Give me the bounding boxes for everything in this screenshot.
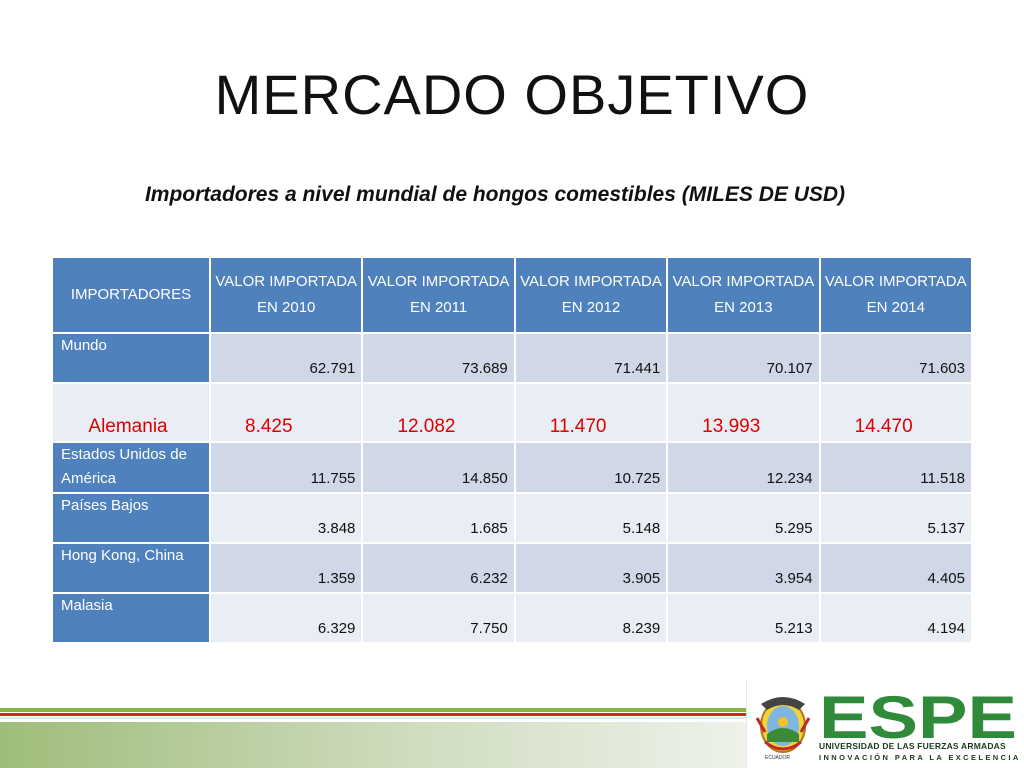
table-cell: 11.470 — [515, 384, 667, 441]
table-cell: 10.725 — [515, 443, 667, 492]
table-cell: 71.441 — [515, 334, 667, 382]
row-label: Hong Kong, China — [53, 544, 209, 592]
table-row-mundo: Mundo 62.791 73.689 71.441 70.107 71.603 — [53, 334, 971, 382]
table-cell: 14.470 — [820, 384, 971, 441]
slide-title: MERCADO OBJETIVO — [214, 63, 810, 126]
slide-subtitle: Importadores a nivel mundial de hongos c… — [144, 183, 846, 206]
red-stripe — [0, 713, 746, 716]
table-cell: 4.405 — [820, 544, 971, 592]
table-cell: 14.850 — [363, 443, 514, 492]
table-cell: 11.755 — [211, 443, 362, 492]
table-cell: 70.107 — [668, 334, 819, 382]
table-header-row: IMPORTADORES VALOR IMPORTADA EN 2010 VAL… — [53, 258, 971, 332]
table-cell: 71.603 — [820, 334, 971, 382]
table-cell: 3.905 — [515, 544, 667, 592]
table-cell: 1.359 — [211, 544, 362, 592]
grey-stripe — [0, 717, 746, 719]
importers-table: IMPORTADORES VALOR IMPORTADA EN 2010 VAL… — [51, 256, 973, 644]
table-cell: 1.685 — [363, 494, 514, 542]
table-cell: 12.082 — [363, 384, 514, 441]
table-cell: 5.213 — [668, 594, 819, 642]
row-label: Malasia — [53, 594, 209, 642]
university-name: UNIVERSIDAD DE LAS FUERZAS ARMADAS — [819, 741, 1006, 751]
table-cell: 11.518 — [820, 443, 971, 492]
header-2014: VALOR IMPORTADA EN 2014 — [820, 258, 971, 332]
table-cell: 62.791 — [211, 334, 362, 382]
table-cell: 5.295 — [668, 494, 819, 542]
espe-wordmark: ESPE — [819, 692, 1017, 742]
table-cell: 73.689 — [363, 334, 514, 382]
row-label: Alemania — [53, 384, 209, 441]
header-2011: VALOR IMPORTADA EN 2011 — [363, 258, 514, 332]
table-row-paises-bajos: Países Bajos 3.848 1.685 5.148 5.295 5.1… — [53, 494, 971, 542]
green-stripe — [0, 708, 746, 712]
table-cell: 3.954 — [668, 544, 819, 592]
table-cell: 12.234 — [668, 443, 819, 492]
crest-caption: ECUADOR — [765, 755, 791, 761]
footer-band — [0, 708, 746, 768]
table-cell: 8.425 — [211, 384, 362, 441]
espe-word-text: ESPE — [819, 692, 1017, 742]
crest-icon — [755, 697, 811, 753]
table-row-hong-kong: Hong Kong, China 1.359 6.232 3.905 3.954… — [53, 544, 971, 592]
table-cell: 8.239 — [515, 594, 667, 642]
header-2010: VALOR IMPORTADA EN 2010 — [211, 258, 362, 332]
green-gradient-band — [0, 722, 746, 768]
header-2012: VALOR IMPORTADA EN 2012 — [515, 258, 667, 332]
table-cell: 7.750 — [363, 594, 514, 642]
row-label: Países Bajos — [53, 494, 209, 542]
table-cell: 13.993 — [668, 384, 819, 441]
header-importadores: IMPORTADORES — [53, 258, 209, 332]
espe-logo: ECUADOR ESPE UNIVERSIDAD DE LAS FUERZAS … — [746, 680, 1024, 768]
table-row-estados-unidos: Estados Unidos de América 11.755 14.850 … — [53, 443, 971, 492]
table-cell: 3.848 — [211, 494, 362, 542]
table-cell: 5.137 — [820, 494, 971, 542]
row-label: Estados Unidos de América — [53, 443, 209, 492]
table-cell: 4.194 — [820, 594, 971, 642]
university-motto: INNOVACIÓN PARA LA EXCELENCIA — [819, 753, 1021, 762]
table-cell: 6.232 — [363, 544, 514, 592]
row-label: Mundo — [53, 334, 209, 382]
table-row-alemania: Alemania 8.425 12.082 11.470 13.993 14.4… — [53, 384, 971, 441]
table-row-malasia: Malasia 6.329 7.750 8.239 5.213 4.194 — [53, 594, 971, 642]
header-2013: VALOR IMPORTADA EN 2013 — [668, 258, 819, 332]
table-cell: 6.329 — [211, 594, 362, 642]
table-cell: 5.148 — [515, 494, 667, 542]
